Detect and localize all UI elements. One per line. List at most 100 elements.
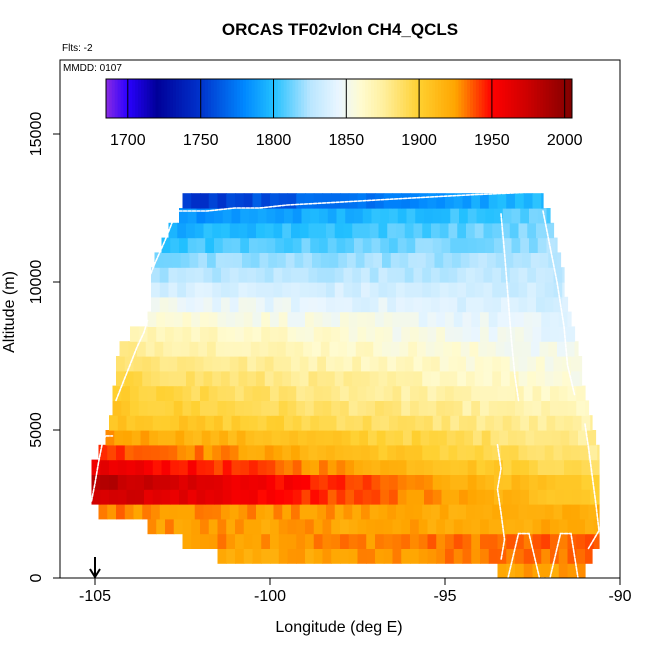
heatmap-cell [544,504,555,520]
heatmap-cell [558,400,569,416]
flight-track-line [507,532,579,578]
heatmap-cell [579,356,583,372]
heatmap-cell [191,311,201,327]
heatmap-cell [355,252,366,268]
heatmap-cell [501,282,511,298]
heatmap-cell [544,370,555,387]
heatmap-cell [431,356,441,372]
heatmap-cell [200,193,210,209]
colorbar-segment [269,79,273,118]
heatmap-cell [191,518,201,535]
heatmap-cell [348,311,359,327]
heatmap-cell [369,370,380,387]
heatmap-cell [264,444,275,461]
heatmap-cell [182,193,192,209]
colorbar: 1700 1750 1800 1850 1900 1950 2000 [105,78,583,149]
heatmap-cell [520,474,530,490]
heatmap-cell [485,459,495,475]
plot-frame [59,59,621,579]
heatmap-cell [483,444,493,461]
colorbar-segment [534,79,538,118]
heatmap-cell [179,208,189,224]
heatmap-cell [513,252,523,268]
colorbar-ticks: 1700 1750 1800 1850 1900 1950 2000 [110,79,583,149]
heatmap-cell [450,459,460,475]
heatmap-cell [203,356,213,372]
heatmap-cell [382,252,392,268]
heatmap-cell [117,489,128,505]
heatmap-cell [292,459,303,475]
heatmap-cell [193,430,203,446]
heatmap-cell [546,237,556,253]
colorbar-segment [435,79,439,118]
heatmap-cell [529,459,539,475]
heatmap-cell [590,474,600,490]
heatmap-cell [296,311,306,327]
heatmap-cell [298,430,308,446]
heatmap-cell [380,415,390,431]
heatmap-cell [406,237,416,253]
heatmap-cell [488,385,499,401]
heatmap-cell [366,326,376,342]
colorbar-segment [117,79,122,118]
heatmap-cell [572,489,583,505]
heatmap-cell [145,341,156,357]
flight-tracks [90,190,600,578]
heatmap-cell [443,341,453,357]
heatmap-cell [299,282,310,298]
colorbar-segment [216,79,221,118]
heatmap-cell [576,533,586,549]
heatmap-cell [474,356,485,372]
heatmap-cell [453,193,464,209]
heatmap-cell [445,311,455,327]
heatmap-cell [373,341,383,357]
heatmap-cell [352,504,362,520]
colorbar-segment [170,79,174,118]
colorbar-segment [146,79,151,118]
heatmap-cell [305,385,315,401]
heatmap-cell [177,282,187,298]
heatmap-cell [257,237,268,253]
heatmap-cell [212,267,222,283]
heatmap-cell [133,504,143,520]
heatmap-cell [511,237,521,253]
heatmap-cell [186,504,196,520]
heatmap-cell [429,430,439,446]
heatmap-cell [270,548,280,564]
heatmap-cell [509,267,520,283]
heatmap-cell [497,563,507,578]
heatmap-cell [361,222,371,239]
heatmap-cell [527,222,537,239]
colorbar-segment [362,79,366,118]
heatmap-cell [551,430,562,446]
heatmap-cell [366,311,376,327]
heatmap-cell [287,385,297,401]
heatmap-cell [191,193,201,209]
heatmap-cell [226,533,236,549]
heatmap-cell [268,252,278,268]
heatmap-cell [509,282,520,298]
heatmap-cell [406,415,416,431]
heatmap-cell [98,504,108,520]
heatmap-cell [343,267,353,283]
colorbar-segment [286,79,290,118]
heatmap-cell [389,489,399,505]
heatmap-cell [467,459,478,475]
heatmap-cell [308,296,318,313]
colorbar-segment [513,79,518,118]
heatmap-cell [361,444,371,461]
heatmap-cell [130,326,140,342]
heatmap-cell [319,474,329,490]
heatmap-cell [571,444,581,461]
heatmap-cell [483,282,493,298]
heatmap-cell [378,296,388,313]
heatmap-cell [574,341,579,357]
heatmap-cell [235,548,245,564]
heatmap-cell [205,459,215,475]
heatmap-cell [562,370,572,387]
heatmap-cell [326,444,336,461]
heatmap-cell [424,208,434,224]
heatmap-cell [177,222,187,239]
heatmap-cell [247,504,257,520]
heatmap-cell [450,489,460,505]
